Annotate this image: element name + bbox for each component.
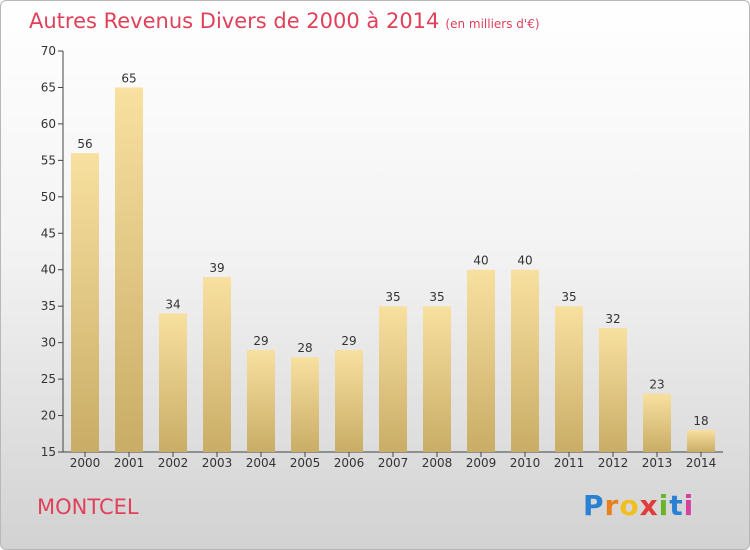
bar [115,87,143,453]
data-label: 56 [77,137,92,151]
logo-letter: o [619,489,640,522]
y-tick-label: 60 [41,117,56,131]
logo-letter: t [669,489,684,522]
x-tick-label: 2001 [114,456,145,470]
data-label: 29 [253,334,268,348]
bar [159,313,187,452]
y-tick-label: 45 [41,226,56,240]
logo-letter: P [583,489,605,522]
x-tick-label: 2008 [422,456,453,470]
logo-letter: r [604,489,620,522]
data-label: 39 [209,261,224,275]
x-tick-label: 2012 [598,456,629,470]
x-tick-label: 2000 [70,456,101,470]
bar [423,306,451,452]
commune-name: MONTCEL [37,495,139,519]
y-tick-label: 25 [41,372,56,386]
bar [203,277,231,452]
x-tick-label: 2002 [158,456,189,470]
y-tick-label: 20 [41,409,56,423]
data-label: 34 [165,297,180,311]
bar [379,306,407,452]
bars: 56 65 34 39 29 28 29 35 35 40 40 35 32 23 18 [71,71,715,453]
data-label: 35 [561,290,576,304]
x-tick-label: 2009 [466,456,497,470]
y-tick-label: 15 [41,445,56,459]
data-label: 18 [693,414,708,428]
y-tick-label: 50 [41,190,56,204]
chart-title: Autres Revenus Divers de 2000 à 2014 (en … [29,9,540,33]
bar [467,269,495,452]
y-tick-label: 35 [41,299,56,313]
bar [555,306,583,452]
x-tick-label: 2006 [334,456,365,470]
data-label: 23 [649,378,664,392]
bar [71,153,99,452]
data-label: 35 [385,290,400,304]
chart-title-text: Autres Revenus Divers de 2000 à 2014 [29,9,440,33]
data-label: 32 [605,312,620,326]
bar [599,328,627,452]
x-tick-label: 2003 [202,456,233,470]
x-tick-label: 2011 [554,456,585,470]
x-tick-label: 2010 [510,456,541,470]
data-label: 29 [341,334,356,348]
data-label: 40 [517,254,532,268]
bar [511,269,539,452]
logo-letter: x [639,489,659,522]
y-tick-label: 30 [41,336,56,350]
bar [643,393,671,452]
chart-unit: (en milliers d'€) [445,17,540,31]
bar [247,349,275,452]
logo-letter: i [683,489,695,522]
data-label: 40 [473,254,488,268]
bar [291,357,319,452]
data-label: 35 [429,290,444,304]
y-tick-label: 70 [41,44,56,58]
x-tick-label: 2007 [378,456,409,470]
x-tick-label: 2005 [290,456,321,470]
data-label: 28 [297,341,312,355]
bar [687,430,715,452]
y-tick-label: 55 [41,153,56,167]
bar [335,349,363,452]
y-tick-label: 65 [41,80,56,94]
axes: 15 20 25 30 35 40 45 50 55 60 65 70 2000 2001 2002 2003… [41,44,723,470]
logo-letter: i [658,489,670,522]
x-tick-label: 2013 [642,456,673,470]
y-tick-label: 40 [41,263,56,277]
x-tick-label: 2004 [246,456,277,470]
x-tick-label: 2014 [686,456,717,470]
proxiti-logo[interactable]: Proxiti [583,489,694,522]
data-label: 65 [121,71,136,85]
